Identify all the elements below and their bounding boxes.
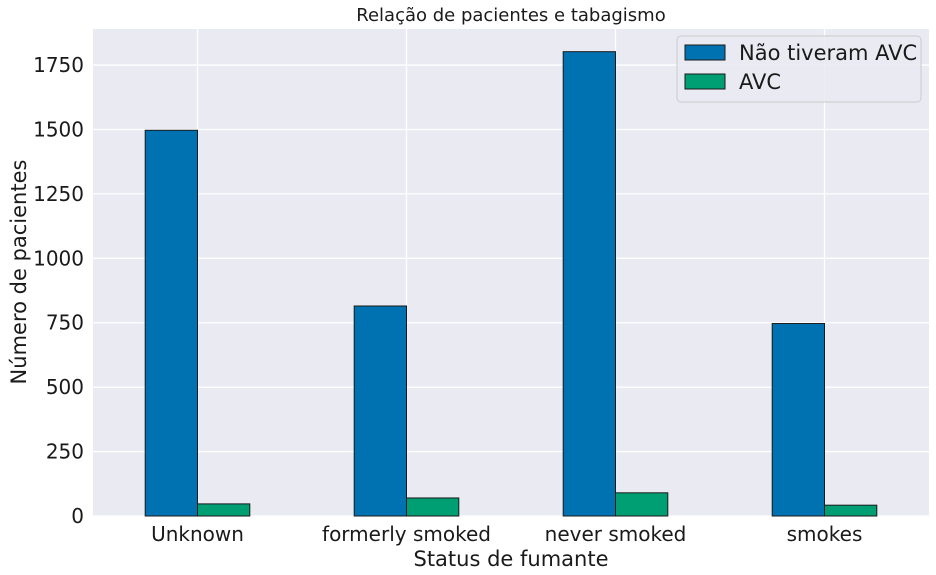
x-axis-label: Status de fumante xyxy=(413,547,608,571)
y-tick-label: 1250 xyxy=(33,182,84,206)
bar-avc-3 xyxy=(824,504,878,517)
x-tick-label: smokes xyxy=(787,522,863,546)
y-tick-label: 750 xyxy=(46,311,84,335)
legend-swatch xyxy=(684,73,726,90)
x-axis: Unknown formerly smoked never smoked smokes xyxy=(151,522,862,546)
legend-swatch xyxy=(684,44,726,61)
y-tick-label: 250 xyxy=(46,440,84,464)
y-tick-label: 1000 xyxy=(33,246,84,270)
bar-nao-tiveram-avc-0 xyxy=(144,129,198,517)
chart-title: Relação de pacientes e tabagismo xyxy=(356,5,665,26)
y-axis: 0 250 500 750 1000 1250 1500 1750 xyxy=(33,53,84,528)
x-tick-label: formerly smoked xyxy=(322,522,491,546)
y-tick-label: 1750 xyxy=(33,53,84,77)
bar-avc-2 xyxy=(615,492,669,517)
bar-avc-0 xyxy=(197,503,251,517)
legend: Não tiveram AVC AVC xyxy=(676,35,922,103)
bars xyxy=(144,51,878,517)
y-tick-label: 0 xyxy=(71,504,84,528)
y-tick-label: 1500 xyxy=(33,117,84,141)
bar-nao-tiveram-avc-2 xyxy=(562,51,617,517)
legend-label: Não tiveram AVC xyxy=(739,41,917,65)
legend-box xyxy=(676,35,922,103)
bar-nao-tiveram-avc-1 xyxy=(353,305,408,517)
x-tick-label: Unknown xyxy=(151,522,244,546)
bar-nao-tiveram-avc-3 xyxy=(771,323,826,517)
bar-avc-1 xyxy=(406,497,460,517)
y-axis-label: Número de pacientes xyxy=(7,160,31,385)
x-tick-label: never smoked xyxy=(545,522,687,546)
legend-label: AVC xyxy=(739,70,781,94)
y-tick-label: 500 xyxy=(46,375,84,399)
